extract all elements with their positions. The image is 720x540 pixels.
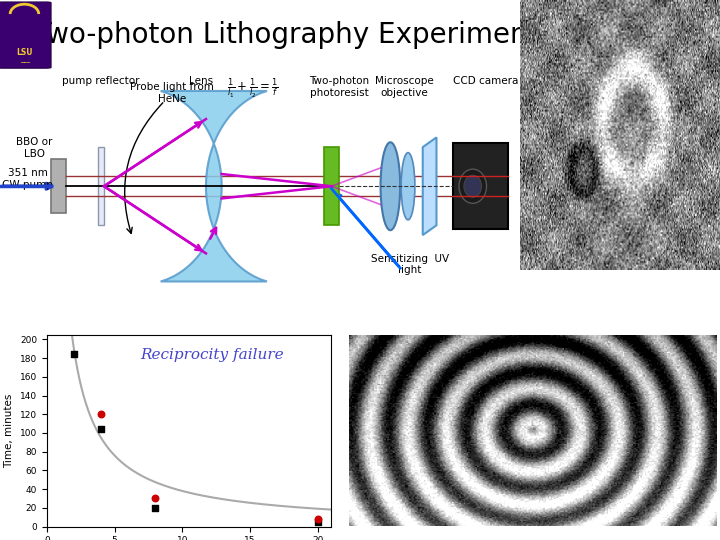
- Text: Two-photon
photoresist: Two-photon photoresist: [310, 76, 369, 98]
- Text: Lens: Lens: [189, 76, 213, 86]
- Y-axis label: Time, minutes: Time, minutes: [4, 394, 14, 468]
- Polygon shape: [161, 91, 267, 281]
- Point: [95, 425, 107, 434]
- Point: [312, 517, 323, 526]
- Polygon shape: [423, 137, 436, 235]
- Bar: [51, 159, 66, 213]
- Text: CCD camera: CCD camera: [453, 76, 518, 86]
- Point: [149, 503, 161, 512]
- FancyBboxPatch shape: [0, 2, 51, 68]
- Text: Microscope
objective: Microscope objective: [374, 76, 433, 98]
- Text: ───: ───: [19, 60, 30, 66]
- Text: BBO or
LBO: BBO or LBO: [16, 137, 53, 159]
- Text: 351 nm
CW pump: 351 nm CW pump: [2, 168, 53, 190]
- Bar: [324, 147, 339, 225]
- Text: Sensitizing  UV
light: Sensitizing UV light: [371, 254, 449, 275]
- Ellipse shape: [459, 169, 487, 204]
- Ellipse shape: [381, 142, 400, 230]
- Point: [312, 515, 323, 523]
- Bar: [453, 144, 508, 229]
- Ellipse shape: [401, 153, 415, 220]
- Text: $\frac{1}{l_1} + \frac{1}{l_2} = \frac{1}{f}$: $\frac{1}{l_1} + \frac{1}{l_2} = \frac{1…: [228, 76, 279, 100]
- Point: [95, 410, 107, 418]
- Ellipse shape: [464, 176, 482, 197]
- Text: Two-photon Lithography Experiment: Two-photon Lithography Experiment: [34, 21, 538, 49]
- Text: Probe light from
HeNe: Probe light from HeNe: [130, 83, 214, 104]
- Point: [149, 494, 161, 503]
- Bar: [98, 147, 104, 225]
- Point: [68, 349, 80, 358]
- Text: pump reflector: pump reflector: [62, 76, 140, 86]
- Text: LSU: LSU: [16, 48, 32, 57]
- Text: Reciprocity failure: Reciprocity failure: [140, 348, 284, 362]
